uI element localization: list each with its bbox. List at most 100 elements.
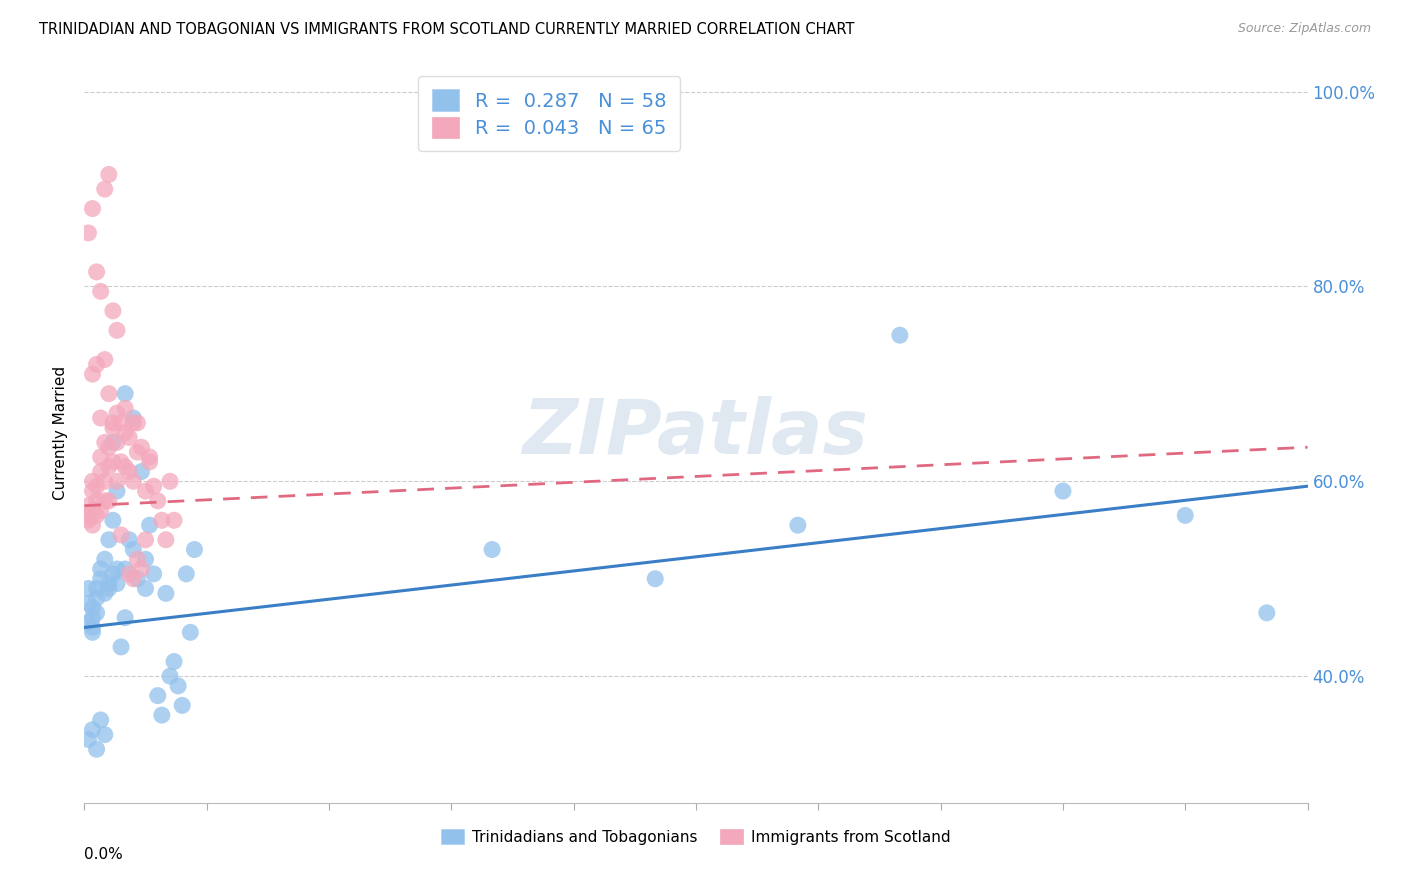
- Point: [481, 542, 503, 557]
- Point: [97, 440, 120, 454]
- Point: [77, 226, 100, 240]
- Point: [118, 533, 141, 547]
- Point: [142, 566, 165, 581]
- Point: [114, 425, 136, 440]
- Point: [86, 591, 108, 606]
- Point: [114, 610, 136, 624]
- Point: [82, 625, 104, 640]
- Point: [1052, 484, 1074, 499]
- Point: [77, 615, 100, 630]
- Point: [82, 620, 104, 634]
- Point: [163, 513, 186, 527]
- Text: TRINIDADIAN AND TOBAGONIAN VS IMMIGRANTS FROM SCOTLAND CURRENTLY MARRIED CORRELA: TRINIDADIAN AND TOBAGONIAN VS IMMIGRANTS…: [39, 22, 855, 37]
- Point: [105, 576, 128, 591]
- Point: [86, 358, 108, 372]
- Point: [122, 572, 145, 586]
- Point: [127, 552, 149, 566]
- Point: [105, 435, 128, 450]
- Point: [167, 679, 190, 693]
- Point: [889, 328, 911, 343]
- Point: [150, 708, 173, 723]
- Point: [86, 493, 108, 508]
- Point: [101, 421, 124, 435]
- Point: [131, 465, 153, 479]
- Point: [122, 416, 145, 430]
- Point: [110, 416, 132, 430]
- Point: [101, 416, 124, 430]
- Point: [135, 484, 157, 499]
- Text: ZIPatlas: ZIPatlas: [523, 396, 869, 469]
- Point: [146, 689, 169, 703]
- Point: [90, 562, 112, 576]
- Point: [118, 430, 141, 444]
- Point: [101, 435, 124, 450]
- Point: [127, 572, 149, 586]
- Point: [77, 596, 100, 610]
- Point: [82, 503, 104, 517]
- Point: [82, 475, 104, 489]
- Point: [97, 459, 120, 474]
- Point: [97, 533, 120, 547]
- Point: [77, 582, 100, 596]
- Point: [114, 401, 136, 416]
- Point: [93, 475, 115, 489]
- Point: [93, 586, 115, 600]
- Point: [77, 508, 100, 523]
- Point: [93, 728, 115, 742]
- Point: [93, 435, 115, 450]
- Point: [110, 528, 132, 542]
- Point: [97, 493, 120, 508]
- Point: [174, 566, 197, 581]
- Point: [77, 499, 100, 513]
- Point: [82, 202, 104, 216]
- Point: [77, 732, 100, 747]
- Point: [159, 669, 181, 683]
- Point: [105, 562, 128, 576]
- Point: [122, 542, 145, 557]
- Point: [101, 303, 124, 318]
- Point: [155, 586, 177, 600]
- Point: [86, 582, 108, 596]
- Point: [114, 459, 136, 474]
- Point: [118, 566, 141, 581]
- Point: [127, 445, 149, 459]
- Point: [93, 352, 115, 367]
- Point: [142, 479, 165, 493]
- Point: [82, 601, 104, 615]
- Point: [82, 610, 104, 624]
- Point: [82, 723, 104, 737]
- Point: [172, 698, 194, 713]
- Point: [101, 513, 124, 527]
- Point: [122, 475, 145, 489]
- Point: [644, 572, 666, 586]
- Point: [105, 475, 128, 489]
- Point: [118, 465, 141, 479]
- Point: [131, 440, 153, 454]
- Point: [82, 518, 104, 533]
- Point: [82, 367, 104, 381]
- Point: [97, 576, 120, 591]
- Point: [159, 475, 181, 489]
- Point: [90, 713, 112, 727]
- Text: Source: ZipAtlas.com: Source: ZipAtlas.com: [1237, 22, 1371, 36]
- Point: [93, 552, 115, 566]
- Point: [1256, 606, 1278, 620]
- Legend: Trinidadians and Tobagonians, Immigrants from Scotland: Trinidadians and Tobagonians, Immigrants…: [436, 822, 956, 851]
- Point: [97, 386, 120, 401]
- Point: [110, 455, 132, 469]
- Point: [105, 406, 128, 420]
- Point: [86, 742, 108, 756]
- Point: [110, 640, 132, 654]
- Point: [86, 606, 108, 620]
- Point: [101, 566, 124, 581]
- Point: [90, 285, 112, 299]
- Point: [93, 493, 115, 508]
- Point: [135, 533, 157, 547]
- Point: [183, 542, 205, 557]
- Y-axis label: Currently Married: Currently Married: [53, 366, 69, 500]
- Point: [77, 513, 100, 527]
- Point: [114, 386, 136, 401]
- Point: [127, 416, 149, 430]
- Point: [155, 533, 177, 547]
- Point: [146, 493, 169, 508]
